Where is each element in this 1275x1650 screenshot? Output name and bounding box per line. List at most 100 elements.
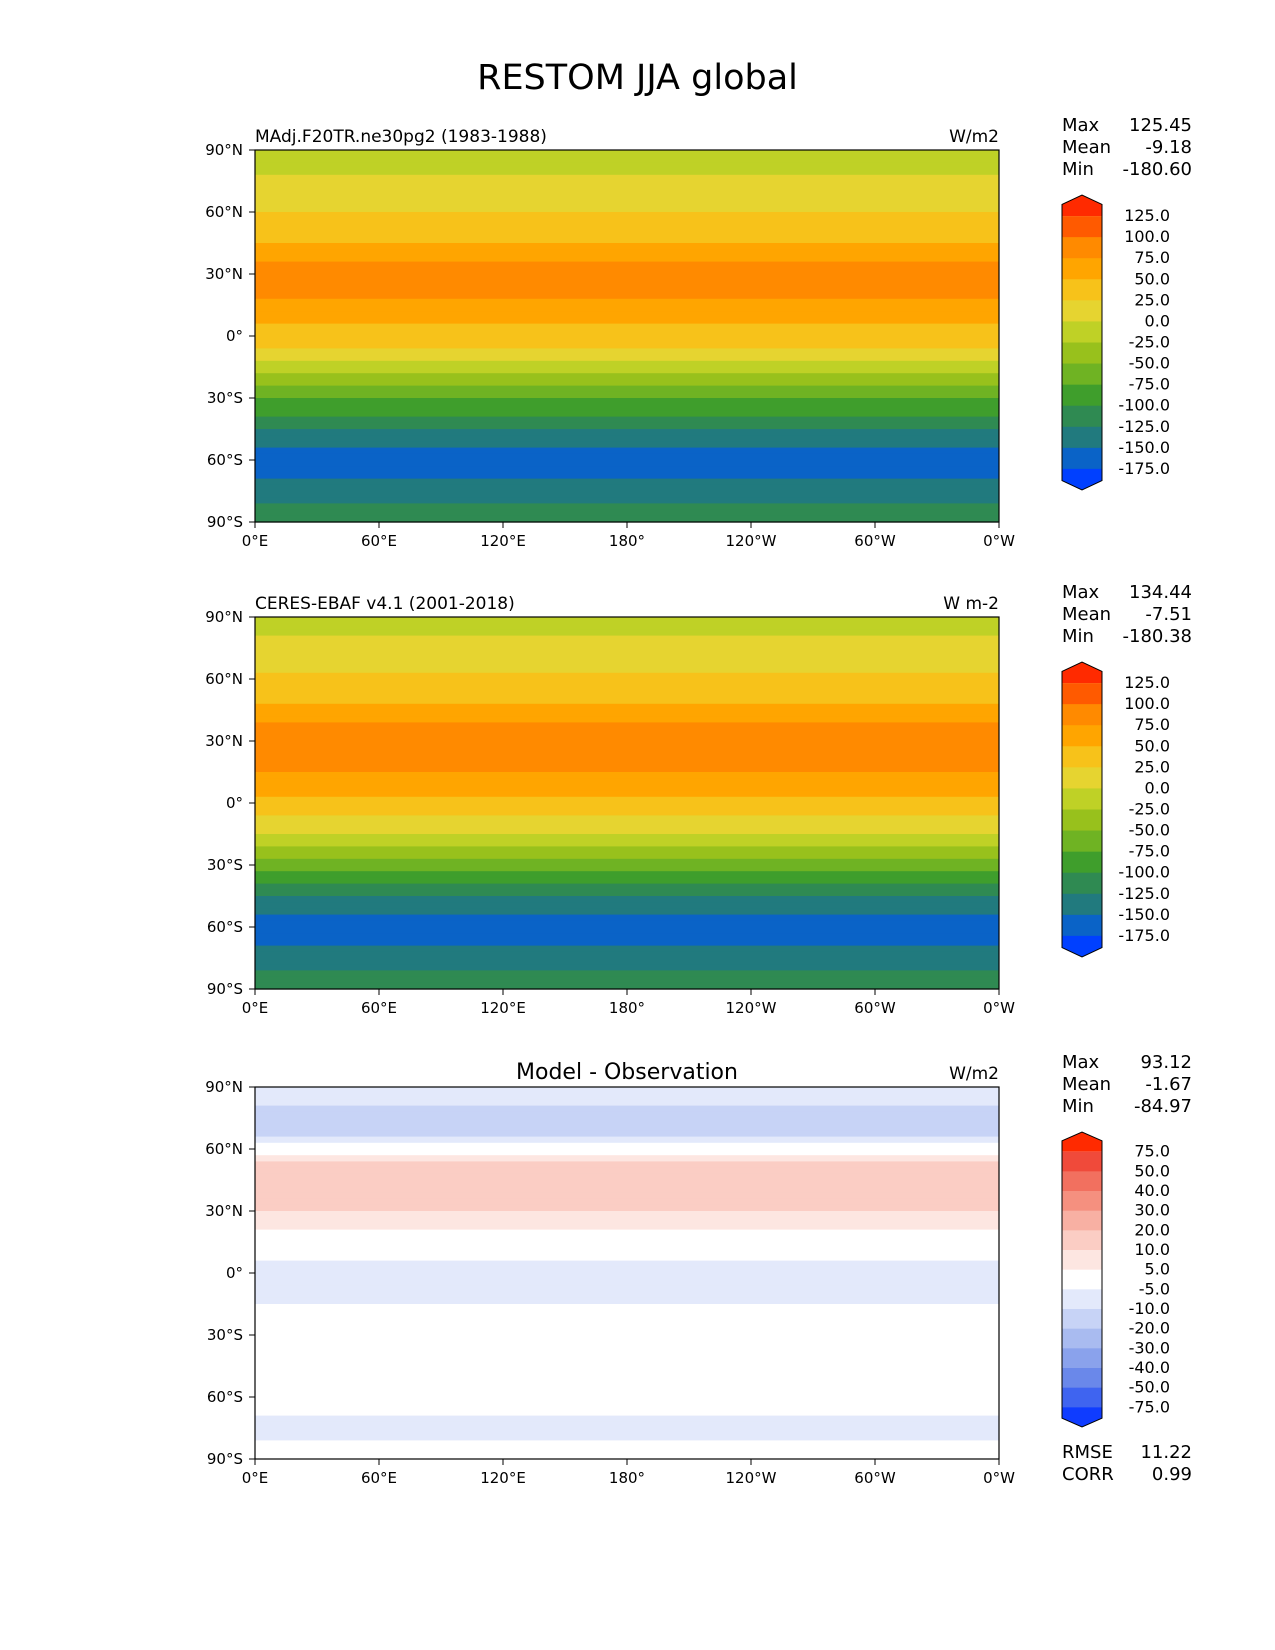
y-tick-label: 30°S bbox=[207, 1326, 243, 1344]
colorbar-tick-label: -175.0 bbox=[1118, 926, 1170, 945]
colorbar-segment bbox=[1062, 1387, 1102, 1408]
field-band bbox=[255, 174, 999, 182]
field-band bbox=[255, 927, 999, 934]
colorbar-tick-label: -5.0 bbox=[1139, 1279, 1170, 1298]
colorbar-tick-label: 50.0 bbox=[1134, 1161, 1170, 1180]
field-band bbox=[255, 945, 999, 953]
panel-title-center: Model - Observation bbox=[516, 1060, 738, 1085]
field-band bbox=[255, 1347, 999, 1355]
field-band bbox=[255, 815, 999, 823]
field-band bbox=[255, 809, 999, 816]
colorbar-extend-bottom bbox=[1062, 935, 1102, 957]
field-band bbox=[255, 741, 999, 748]
y-tick-label: 30°N bbox=[205, 265, 243, 283]
stat-value: 134.44 bbox=[1129, 582, 1192, 603]
x-tick-label: 180° bbox=[609, 999, 645, 1017]
field-band bbox=[255, 1328, 999, 1336]
stat-min: Min -180.60 bbox=[1062, 159, 1192, 181]
fit-value: 0.99 bbox=[1151, 1464, 1192, 1485]
panel-title-left: CERES-EBAF v4.1 (2001-2018) bbox=[255, 594, 515, 614]
field-band bbox=[255, 354, 999, 362]
y-tick-label: 90°N bbox=[205, 1078, 243, 1096]
colorbar-segment bbox=[1062, 363, 1102, 386]
stat-value: -180.38 bbox=[1122, 626, 1192, 647]
field-band bbox=[255, 722, 999, 730]
field-band bbox=[255, 416, 999, 424]
field-band bbox=[255, 1291, 999, 1299]
colorbar-segment bbox=[1062, 279, 1102, 301]
field-band bbox=[255, 908, 999, 916]
stats-difference: Max 93.12 Mean -1.67 Min -84.97 bbox=[1062, 1052, 1192, 1118]
field-band bbox=[255, 497, 999, 504]
field-band bbox=[255, 1266, 999, 1274]
field-band bbox=[255, 765, 999, 773]
x-tick-label: 120°W bbox=[726, 1469, 777, 1487]
field-band bbox=[255, 939, 999, 947]
field-band bbox=[255, 1403, 999, 1410]
stat-value: -7.51 bbox=[1145, 604, 1192, 625]
y-tick-label: 0° bbox=[226, 1264, 243, 1282]
colorbar-segment bbox=[1062, 1210, 1102, 1231]
field-band bbox=[255, 280, 999, 287]
field-band bbox=[255, 716, 999, 723]
stat-value: -84.97 bbox=[1133, 1096, 1192, 1117]
field-band bbox=[255, 914, 999, 922]
colorbar-model: 125.0 100.0 75.0 50.0 25.0 0.0 -25.0 -50.0 -75.0… bbox=[1061, 194, 1170, 491]
field-band bbox=[255, 509, 999, 517]
colorbar-segment bbox=[1062, 872, 1102, 895]
field-band bbox=[255, 441, 999, 449]
field-band bbox=[255, 156, 999, 163]
x-tick-label: 180° bbox=[609, 532, 645, 550]
colorbar-tick-label: -50.0 bbox=[1129, 1378, 1170, 1397]
colorbar-segment bbox=[1062, 1151, 1102, 1172]
stat-label: Max bbox=[1062, 582, 1100, 603]
x-tick-label: 60°W bbox=[854, 1469, 896, 1487]
field-band bbox=[255, 236, 999, 244]
colorbar-segment bbox=[1062, 788, 1102, 810]
x-tick-label: 120°W bbox=[726, 532, 777, 550]
field-band bbox=[255, 398, 999, 405]
field-band bbox=[255, 734, 999, 742]
field-difference bbox=[255, 1087, 999, 1460]
field-band bbox=[255, 970, 999, 978]
colorbar-tick-label: -25.0 bbox=[1129, 800, 1170, 819]
field-band bbox=[255, 1242, 999, 1249]
y-tick-label: 90°N bbox=[205, 608, 243, 626]
field-band bbox=[255, 703, 999, 711]
colorbar-tick-label: 100.0 bbox=[1124, 227, 1170, 246]
field-band bbox=[255, 1452, 999, 1460]
colorbar-tick-label: -100.0 bbox=[1118, 396, 1170, 415]
stat-label: Max bbox=[1062, 1052, 1100, 1073]
field-band bbox=[255, 1118, 999, 1125]
colorbar-tick-label: -75.0 bbox=[1129, 375, 1170, 394]
field-band bbox=[255, 877, 999, 885]
x-tick-label: 120°E bbox=[480, 1469, 526, 1487]
field-band bbox=[255, 1353, 999, 1361]
field-band bbox=[255, 1204, 999, 1212]
field-band bbox=[255, 1421, 999, 1429]
colorbar-tick-label: 40.0 bbox=[1134, 1181, 1170, 1200]
panel-title-left: MAdj.F20TR.ne30pg2 (1983-1988) bbox=[255, 127, 547, 147]
fit-label: RMSE bbox=[1062, 1442, 1113, 1463]
map-panel-difference: Model - Observation W/m2 0°E 60°E 120°E 180° 1… bbox=[205, 1060, 1015, 1487]
colorbar-segment bbox=[1062, 1250, 1102, 1271]
field-band bbox=[255, 1316, 999, 1324]
field-band bbox=[255, 342, 999, 349]
field-band bbox=[255, 1099, 999, 1107]
field-band bbox=[255, 323, 999, 331]
field-band bbox=[255, 460, 999, 467]
field-band bbox=[255, 379, 999, 387]
field-band bbox=[255, 1384, 999, 1392]
field-band bbox=[255, 212, 999, 219]
field-band bbox=[255, 728, 999, 736]
fit-rmse: RMSE 11.22 bbox=[1062, 1442, 1192, 1464]
field-band bbox=[255, 982, 999, 990]
field-band bbox=[255, 976, 999, 984]
field-band bbox=[255, 373, 999, 380]
stats-observation: Max 134.44 Mean -7.51 Min -180.38 bbox=[1062, 582, 1192, 648]
fit-stats: RMSE 11.22 CORR 0.99 bbox=[1062, 1442, 1192, 1486]
stat-mean: Mean -1.67 bbox=[1062, 1074, 1192, 1096]
field-band bbox=[255, 827, 999, 835]
field-band bbox=[255, 484, 999, 492]
stats-model: Max 125.45 Mean -9.18 Min -180.60 bbox=[1062, 115, 1192, 181]
